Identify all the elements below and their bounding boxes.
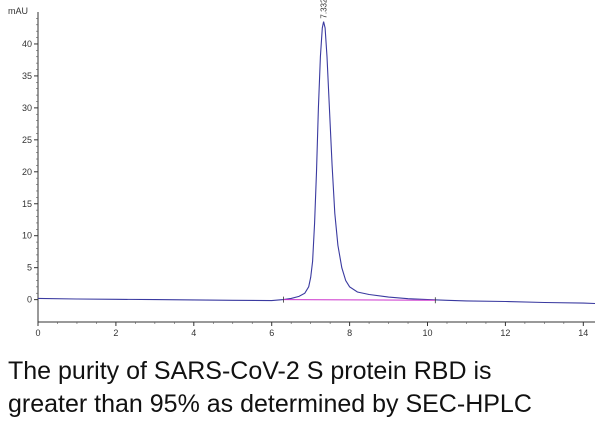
- y-tick-label-0: 0: [27, 295, 32, 305]
- peak-label: 7.332: [320, 0, 329, 19]
- caption: The purity of SARS-CoV-2 S protein RBD i…: [8, 355, 598, 421]
- x-tick-label-6: 6: [269, 328, 274, 338]
- caption-line-1: The purity of SARS-CoV-2 S protein RBD i…: [8, 357, 492, 385]
- baseline-trace: [283, 299, 436, 301]
- x-tick-label-0: 0: [35, 328, 40, 338]
- y-tick-label-15: 15: [22, 199, 32, 209]
- y-tick-label-40: 40: [22, 39, 32, 49]
- y-tick-label-10: 10: [22, 231, 32, 241]
- y-tick-label-20: 20: [22, 167, 32, 177]
- x-tick-label-8: 8: [347, 328, 352, 338]
- x-tick-label-12: 12: [500, 328, 510, 338]
- x-tick-label-14: 14: [578, 328, 588, 338]
- plot-area: 0 5 10 15 20 25 30 35 40 0 2 4 6 8 10 12 14 mAU 7.332: [8, 0, 596, 338]
- signal-trace: [37, 21, 596, 305]
- y-tick-label-5: 5: [27, 263, 32, 273]
- y-axis-unit-label: mAU: [8, 6, 28, 16]
- y-tick-label-30: 30: [22, 103, 32, 113]
- x-tick-label-2: 2: [113, 328, 118, 338]
- x-tick-label-10: 10: [423, 328, 433, 338]
- chromatogram-chart: 0 5 10 15 20 25 30 35 40 0 2 4 6 8 10 12 14 mAU 7.332: [8, 0, 596, 338]
- y-tick-label-25: 25: [22, 135, 32, 145]
- caption-line-2: greater than 95% as determined by SEC-HP…: [8, 390, 532, 418]
- x-tick-label-4: 4: [191, 328, 196, 338]
- y-tick-label-35: 35: [22, 71, 32, 81]
